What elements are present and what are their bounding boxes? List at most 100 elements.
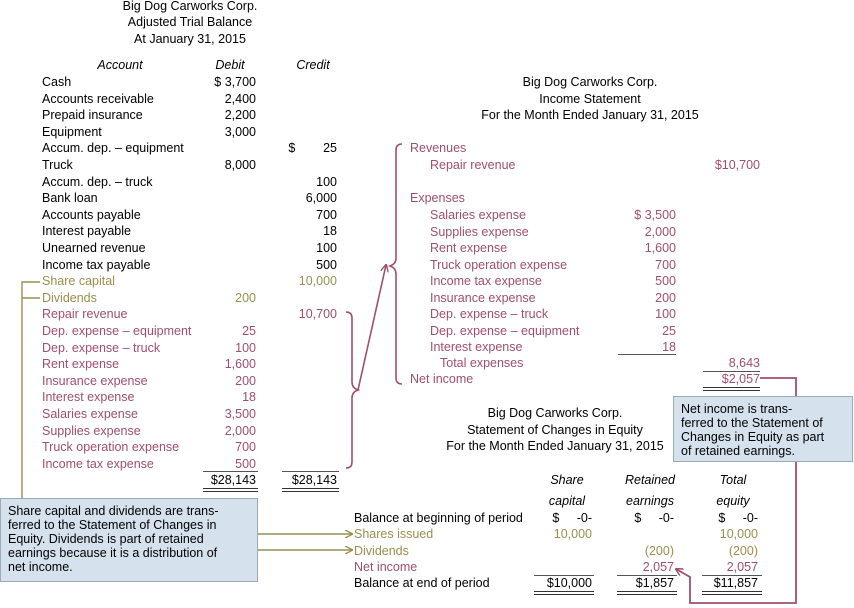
is-revenue-amount: $10,700 [714, 158, 760, 172]
sce-share-value: $10,000 [546, 576, 592, 591]
tb-col-debit: Debit [215, 58, 245, 72]
is-brace [387, 143, 403, 385]
sce-company: Big Dog Carworks Corp. [487, 406, 623, 420]
tb-account-name: Accounts receivable [42, 91, 154, 106]
sce-total-value: 10,000 [719, 527, 758, 542]
is-expense-name: Rent expense [430, 241, 508, 255]
is-period: For the Month Ended January 31, 2015 [481, 108, 699, 122]
is-total-expenses: 8,643 [728, 356, 760, 370]
tb-total-debit: $28,143 [210, 473, 256, 487]
tb-account-name: Truck operation expense [42, 440, 180, 455]
tb-account-name: Dep. expense – equipment [42, 324, 192, 338]
tb-company: Big Dog Carworks Corp. [122, 0, 258, 13]
tb-account-name: Bank loan [42, 191, 98, 206]
tb-account-name: Truck [42, 158, 73, 172]
tb-account-name: Unearned revenue [42, 241, 146, 255]
is-expense-amount: $ 3,500 [634, 208, 676, 222]
is-expense-name: Insurance expense [430, 290, 536, 305]
is-expense-amount: 500 [655, 274, 676, 288]
tb-account-name: Interest expense [42, 390, 135, 405]
tb-debit-value: 2,000 [224, 423, 256, 438]
tb-account-name: Share capital [42, 274, 115, 289]
tb-debit-value: 2,200 [224, 108, 256, 123]
tb-account-name: Repair revenue [42, 307, 128, 322]
sce-share-value: $ -0- [552, 511, 592, 525]
is-expense-amount: 700 [655, 257, 676, 272]
tb-credit-value: 500 [316, 257, 337, 272]
is-revenues-heading: Revenues [410, 141, 467, 155]
sce-total-double-rule [702, 591, 762, 595]
sce-total-underline [702, 575, 762, 576]
sce-retained-value: $ -0- [634, 511, 674, 525]
is-expense-amount: 18 [662, 340, 676, 354]
tb-credit-value: 18 [323, 224, 337, 239]
sce-total-value: $ -0- [718, 511, 758, 525]
is-expense-amount: 2,000 [644, 224, 676, 239]
sce-row-label: Shares issued [354, 527, 434, 542]
sce-share-underline [534, 575, 594, 576]
tb-title: Adjusted Trial Balance [127, 15, 253, 29]
sce-retained-underline [617, 575, 677, 576]
tb-col-account: Account [97, 58, 143, 72]
tb-debit-value: 3,500 [224, 407, 256, 421]
tb-debit-value: 25 [242, 324, 256, 338]
sce-h-share-1: Share [550, 473, 584, 487]
sce-h-total-1: Total [719, 473, 747, 487]
is-total-expenses-label: Total expenses [440, 356, 524, 370]
sce-row-label: Net income [354, 559, 418, 574]
tb-account-name: Cash [42, 75, 72, 89]
net-income-note: Net income is trans-ferred to the Statem… [673, 396, 853, 462]
tb-account-name: Supplies expense [42, 423, 141, 438]
tb-account-name: Interest payable [42, 224, 131, 239]
tb-debit-value: 100 [235, 340, 256, 355]
tb-debit-value: 8,000 [224, 158, 256, 172]
is-expense-name: Salaries expense [430, 208, 526, 222]
sce-row-label: Balance at end of period [354, 576, 490, 591]
sce-row-label: Dividends [354, 543, 409, 558]
tb-debit-value: 200 [235, 373, 256, 388]
tb-credit-value: 100 [316, 174, 337, 189]
tb-account-name: Accum. dep. – truck [42, 174, 153, 189]
tb-account-name: Income tax payable [42, 257, 151, 272]
sce-total-value: $11,857 [713, 576, 758, 591]
is-expense-amount: 25 [662, 323, 676, 338]
is-expenses-heading: Expenses [410, 191, 465, 205]
sce-total-value: (200) [728, 543, 758, 558]
is-company: Big Dog Carworks Corp. [522, 75, 658, 89]
sce-h-share-2: capital [548, 494, 586, 508]
is-revenue-name: Repair revenue [430, 158, 516, 172]
tb-account-name: Equipment [42, 124, 102, 139]
net-income-flow-arrow [676, 377, 797, 604]
tb-col-credit: Credit [296, 58, 330, 72]
tb-credit-value: 100 [316, 241, 337, 255]
tb-credit-double-rule [282, 488, 339, 492]
is-expense-amount: 1,600 [644, 241, 676, 255]
tb-income-brace [345, 311, 361, 469]
is-expense-name: Supplies expense [430, 224, 529, 239]
is-net-income: $2,057 [721, 372, 760, 386]
sce-h-retained-1: Retained [624, 473, 676, 487]
tb-credit-value: 6,000 [305, 191, 337, 206]
tb-account-name: Dep. expense – truck [42, 340, 161, 355]
tb-account-name: Income tax expense [42, 456, 154, 471]
tb-account-name: Accum. dep. – equipment [42, 141, 184, 156]
tb-credit-value: 10,000 [298, 274, 337, 289]
sce-period: For the Month Ended January 31, 2015 [446, 439, 664, 453]
tb-account-name: Accounts payable [42, 207, 141, 222]
sce-h-total-2: equity [716, 494, 750, 508]
tb-credit-value: 700 [316, 207, 337, 222]
tb-credit-underline [282, 471, 339, 472]
tb-debit-value: 18 [242, 390, 256, 405]
sce-retained-value: $1,857 [635, 576, 674, 591]
tb-total-credit: $28,143 [291, 473, 337, 487]
sce-total-value: 2,057 [726, 559, 758, 574]
tb-debit-value: 200 [235, 290, 256, 305]
tb-account-name: Prepaid insurance [42, 108, 143, 123]
tb-to-is-arrow [357, 265, 386, 391]
tb-account-name: Insurance expense [42, 373, 148, 388]
is-expense-amount: 100 [655, 307, 676, 321]
is-title: Income Statement [539, 92, 641, 106]
equity-note-text: Share capital and dividends are trans-fe… [8, 504, 219, 574]
is-expense-underline [618, 354, 676, 355]
